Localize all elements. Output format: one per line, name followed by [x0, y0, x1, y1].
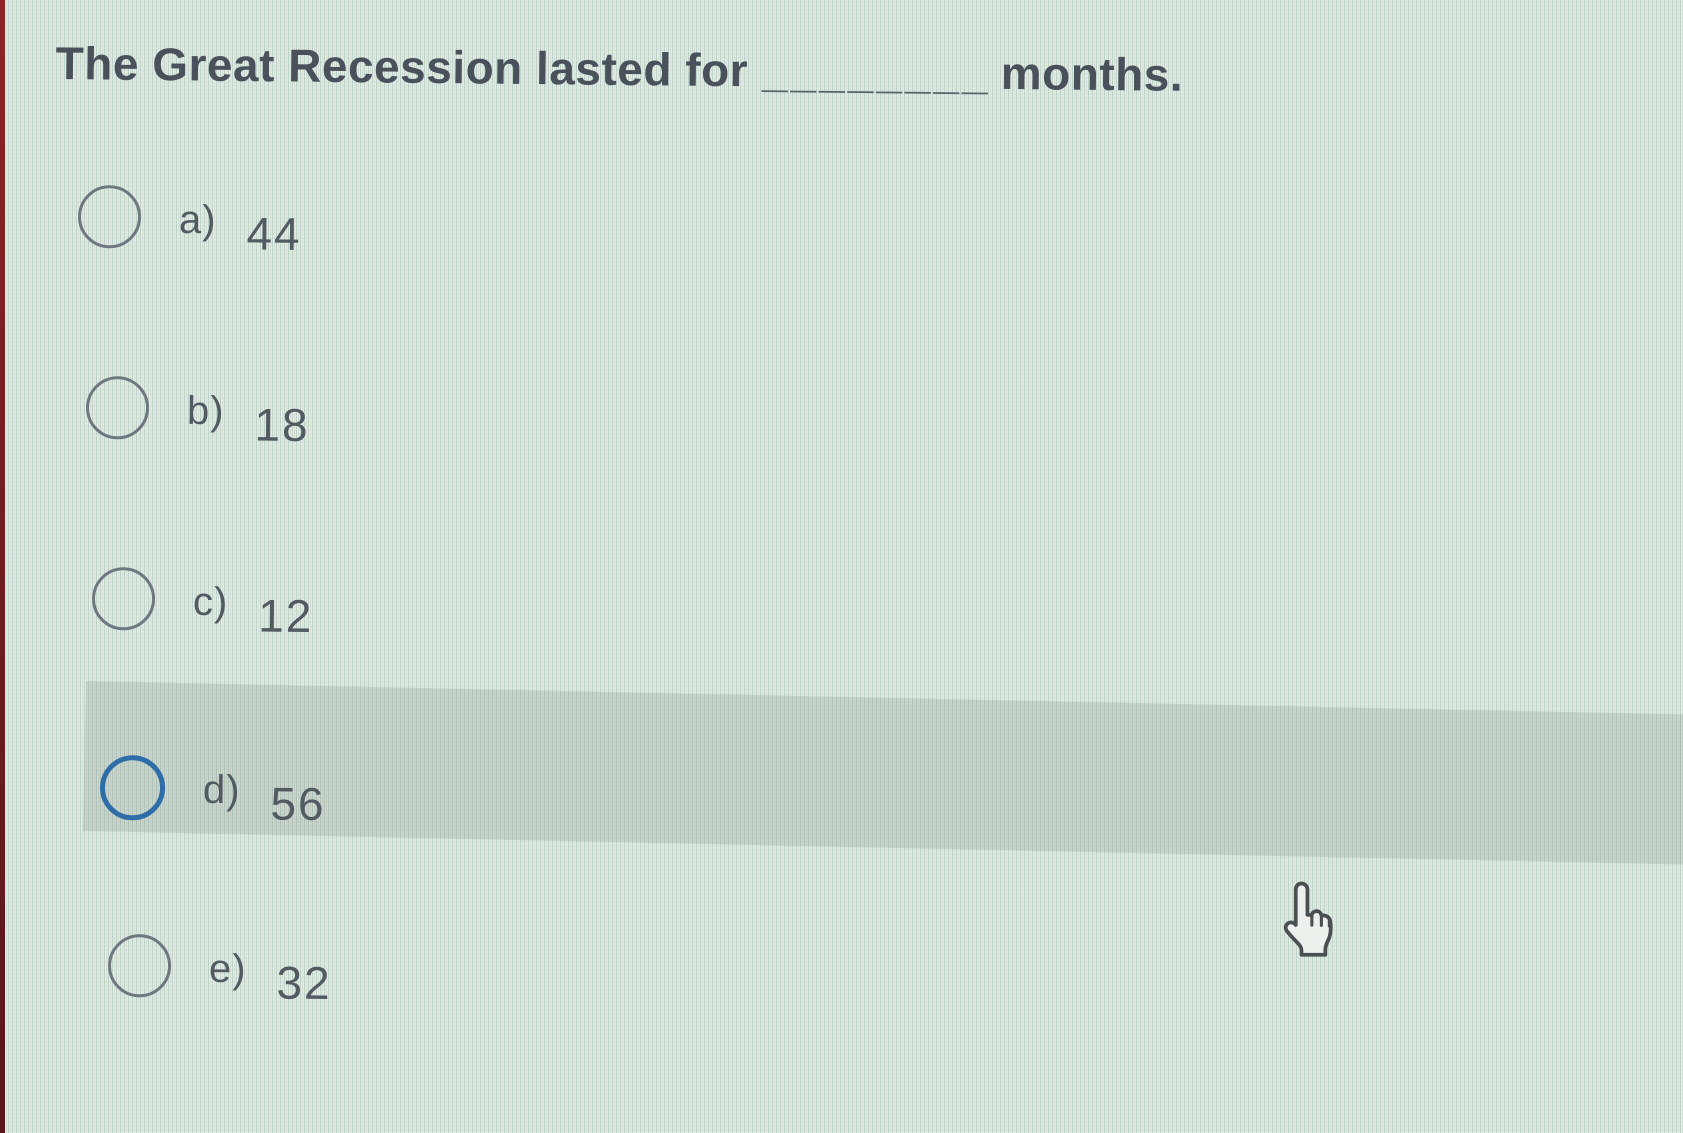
- option-value-d: 56: [270, 777, 326, 830]
- option-letter-d: d): [202, 767, 241, 813]
- pointer-hand-cursor-icon: [1283, 881, 1333, 957]
- option-value-b: 18: [254, 398, 310, 451]
- option-letter-e: e): [208, 946, 247, 992]
- option-value-e: 32: [276, 956, 332, 1009]
- option-letter-b: b): [186, 388, 225, 434]
- radio-option-a[interactable]: [77, 185, 142, 249]
- option-row-d[interactable]: d) 56: [99, 755, 326, 831]
- option-value-a: 44: [246, 207, 302, 260]
- option-letter-a: a): [178, 197, 217, 243]
- question-text-before-blank: The Great Recession lasted for: [55, 36, 749, 97]
- option-letter-c: c): [192, 579, 229, 625]
- radio-option-e[interactable]: [107, 934, 172, 998]
- option-row-b[interactable]: b) 18: [85, 376, 310, 452]
- option-row-e[interactable]: e) 32: [107, 934, 332, 1010]
- radio-option-d[interactable]: [99, 755, 166, 821]
- radio-option-b[interactable]: [85, 376, 150, 440]
- option-value-c: 12: [258, 589, 314, 642]
- radio-option-c[interactable]: [91, 567, 156, 631]
- question-title: The Great Recession lasted for ________ mo…: [55, 36, 1183, 102]
- question-blank-line: ________: [761, 44, 992, 99]
- option-row-a[interactable]: a) 44: [77, 185, 302, 261]
- screen-edge-artifact: [0, 0, 5, 1133]
- option-row-c[interactable]: c) 12: [91, 567, 314, 643]
- question-text-after-blank: months.: [1000, 46, 1184, 101]
